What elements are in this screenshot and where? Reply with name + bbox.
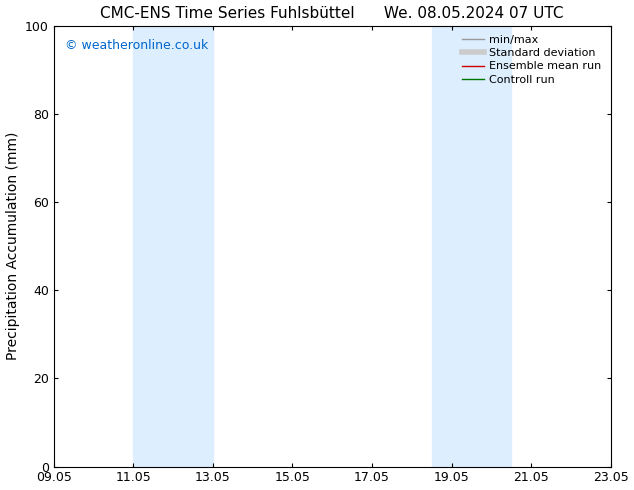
Title: CMC-ENS Time Series Fuhlsbüttel      We. 08.05.2024 07 UTC: CMC-ENS Time Series Fuhlsbüttel We. 08.0…: [100, 5, 564, 21]
Text: © weatheronline.co.uk: © weatheronline.co.uk: [65, 39, 208, 52]
Legend: min/max, Standard deviation, Ensemble mean run, Controll run: min/max, Standard deviation, Ensemble me…: [458, 31, 605, 88]
Y-axis label: Precipitation Accumulation (mm): Precipitation Accumulation (mm): [6, 132, 20, 361]
Bar: [432, 26, 511, 466]
Bar: [133, 26, 213, 466]
